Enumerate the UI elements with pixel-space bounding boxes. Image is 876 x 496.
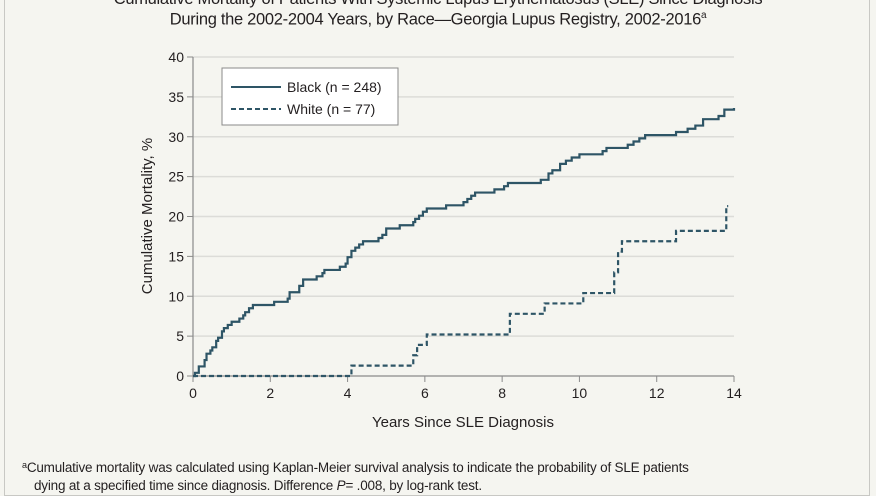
y-tick-label-25: 25: [168, 169, 184, 185]
y-tick-label-5: 5: [176, 328, 184, 344]
y-tick-label-10: 10: [168, 288, 184, 304]
x-tick-label-8: 8: [498, 385, 506, 401]
footnote-line-2-suffix: = .008, by log-rank test.: [345, 478, 482, 493]
footnote-p: P: [336, 478, 346, 493]
y-tick-label-30: 30: [168, 129, 184, 145]
x-axis-label: Years Since SLE Diagnosis: [372, 414, 554, 431]
figure-title-line-2: During the 2002-2004 Years, by Race—Geor…: [169, 10, 707, 29]
gridlines: [193, 56, 734, 337]
x-tick-label-10: 10: [572, 385, 588, 401]
x-tick-label-2: 2: [266, 385, 274, 401]
y-tick-label-40: 40: [168, 49, 184, 65]
y-tick-label-20: 20: [168, 209, 184, 225]
footnote-line-1: Cumulative mortality was calculated usin…: [26, 460, 689, 475]
y-tick-label-0: 0: [176, 368, 184, 384]
y-tick-label-15: 15: [168, 248, 184, 264]
x-tick-label-12: 12: [649, 385, 665, 401]
legend-label-white: White (n = 77): [287, 101, 375, 117]
footnote-marker: a: [22, 460, 27, 470]
series-line-white: [193, 205, 729, 378]
legend: Black (n = 248) White (n = 77): [221, 67, 399, 126]
title-superscript: a: [700, 10, 707, 21]
legend-label-black: Black (n = 248): [287, 79, 382, 95]
axes: 0 5 10 15 20 25 30 35 40 0 2 4 6 8 10 12 14: [168, 49, 742, 401]
footnote-line-2-prefix: dying at a specified time since diagnosi…: [34, 478, 337, 493]
legend-box: [221, 67, 399, 126]
x-tick-label-6: 6: [421, 385, 429, 401]
y-axis-label: Cumulative Mortality, %: [139, 138, 156, 294]
y-tick-label-35: 35: [168, 89, 184, 105]
series-line-black: [193, 108, 736, 378]
figure-title-line-1: Cumulative Mortality of Patients With Sy…: [0, 0, 876, 9]
x-tick-label-14: 14: [726, 385, 742, 401]
x-tick-label-4: 4: [344, 385, 352, 401]
series-group: [193, 108, 736, 378]
footnote: aCumulative mortality was calculated usi…: [22, 456, 862, 495]
x-tick-label-0: 0: [189, 385, 197, 401]
